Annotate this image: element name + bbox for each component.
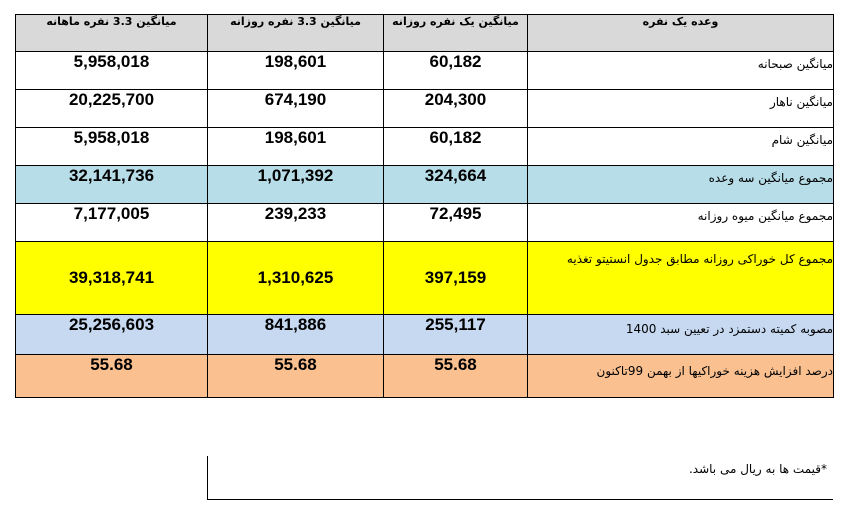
cell-label[interactable]: میانگین صبحانه — [527, 51, 834, 90]
cell-one-person[interactable]: 72,495 — [383, 203, 528, 242]
table-row: 25,256,603 841,886 255,117 مصوبه کمیته د… — [15, 314, 834, 355]
cell-monthly[interactable]: 20,225,700 — [15, 89, 208, 128]
cell-one-person[interactable]: 60,182 — [383, 127, 528, 166]
cell-monthly[interactable]: 25,256,603 — [15, 314, 208, 355]
table-row: 55.68 55.68 55.68 درصد افزایش هزینه خورا… — [15, 354, 834, 398]
table-row: 39,318,741 1,310,625 397,159 مجموع کل خو… — [15, 241, 834, 315]
cell-one-person[interactable]: 60,182 — [383, 51, 528, 90]
cell-monthly[interactable]: 5,958,018 — [15, 127, 208, 166]
cell-one-person[interactable]: 324,664 — [383, 165, 528, 204]
cell-label[interactable]: مجموع کل خوراکی روزانه مطابق جدول انستیت… — [527, 241, 834, 315]
cell-daily[interactable]: 1,310,625 — [207, 241, 384, 315]
header-row: میانگین 3.3 نفره ماهانه میانگین 3.3 نفره… — [15, 14, 834, 52]
cell-one-person[interactable]: 255,117 — [383, 314, 528, 355]
cell-daily[interactable]: 55.68 — [207, 354, 384, 398]
cell-monthly[interactable]: 39,318,741 — [15, 241, 208, 315]
cell-label[interactable]: درصد افزایش هزینه خوراکیها از بهمن 99تاک… — [527, 354, 834, 398]
food-cost-table: میانگین 3.3 نفره ماهانه میانگین 3.3 نفره… — [15, 14, 834, 398]
table-row: 20,225,700 674,190 204,300 میانگین ناهار — [15, 89, 834, 128]
table-row: 5,958,018 198,601 60,182 میانگین شام — [15, 127, 834, 166]
header-33-monthly[interactable]: میانگین 3.3 نفره ماهانه — [15, 14, 208, 52]
cell-label[interactable]: میانگین ناهار — [527, 89, 834, 128]
cell-one-person[interactable]: 204,300 — [383, 89, 528, 128]
cell-monthly[interactable]: 5,958,018 — [15, 51, 208, 90]
table-row: 7,177,005 239,233 72,495 مجموع میانگین م… — [15, 203, 834, 242]
cell-label[interactable]: مجموع میانگین میوه روزانه — [527, 203, 834, 242]
cell-label[interactable]: مصوبه کمیته دستمزد در تعیین سبد 1400 — [527, 314, 834, 355]
header-33-daily[interactable]: میانگین 3.3 نفره روزانه — [207, 14, 384, 52]
cell-daily[interactable]: 198,601 — [207, 51, 384, 90]
cell-monthly[interactable]: 32,141,736 — [15, 165, 208, 204]
cell-monthly[interactable]: 55.68 — [15, 354, 208, 398]
cell-daily[interactable]: 239,233 — [207, 203, 384, 242]
cell-daily[interactable]: 841,886 — [207, 314, 384, 355]
table-row: 5,958,018 198,601 60,182 میانگین صبحانه — [15, 51, 834, 90]
table-row: 32,141,736 1,071,392 324,664 مجموع میانگ… — [15, 165, 834, 204]
cell-one-person[interactable]: 397,159 — [383, 241, 528, 315]
header-meal-label[interactable]: وعده یک نفره — [527, 14, 834, 52]
cell-one-person[interactable]: 55.68 — [383, 354, 528, 398]
header-one-person-daily[interactable]: میانگین یک نفره روزانه — [383, 14, 528, 52]
cell-daily[interactable]: 674,190 — [207, 89, 384, 128]
cell-daily[interactable]: 1,071,392 — [207, 165, 384, 204]
cell-monthly[interactable]: 7,177,005 — [15, 203, 208, 242]
footnote-box: *قیمت ها به ریال می باشد. — [207, 456, 833, 500]
cell-label[interactable]: مجموع میانگین سه وعده — [527, 165, 834, 204]
footnote-text: *قیمت ها به ریال می باشد. — [688, 462, 827, 476]
cell-label[interactable]: میانگین شام — [527, 127, 834, 166]
cell-daily[interactable]: 198,601 — [207, 127, 384, 166]
